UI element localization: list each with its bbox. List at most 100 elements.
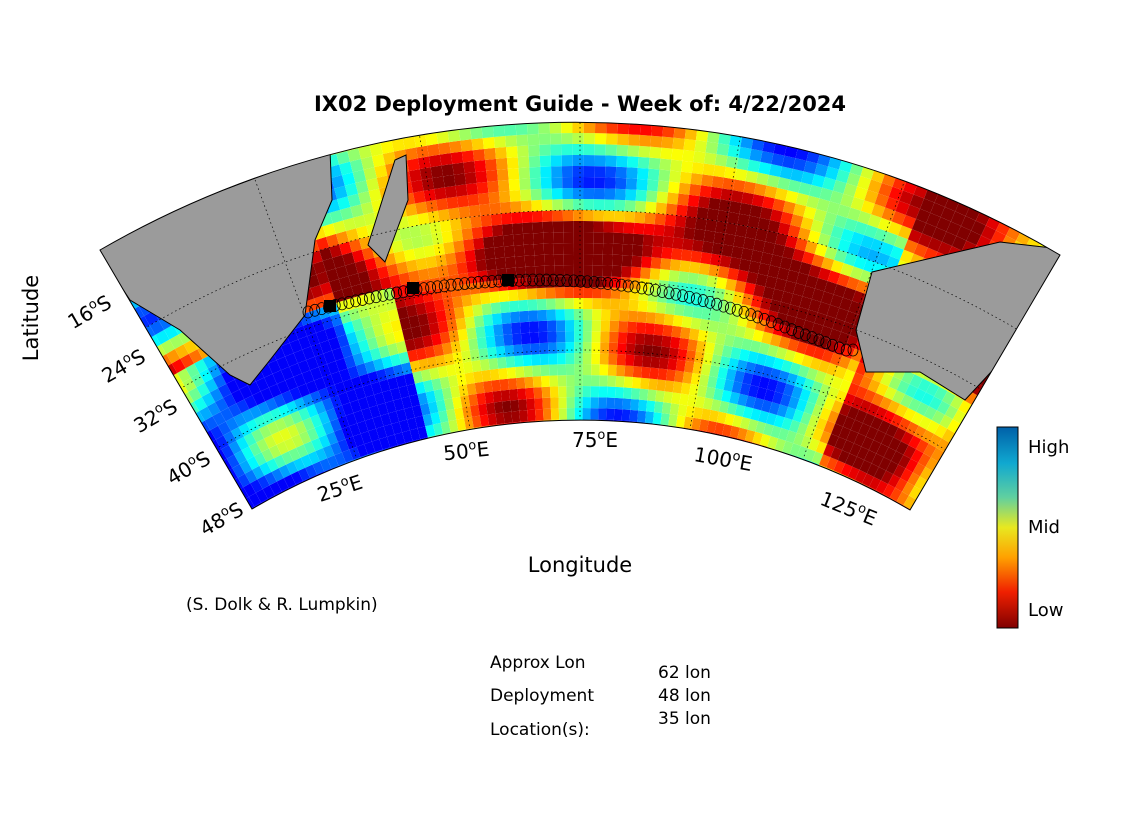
- heat-cell: [772, 391, 784, 405]
- heat-cell: [786, 134, 801, 148]
- heat-cell: [684, 360, 695, 374]
- heat-cell: [301, 393, 315, 408]
- heat-cell: [354, 386, 366, 400]
- heat-cell: [387, 342, 399, 356]
- heat-cell: [647, 168, 660, 181]
- heat-cell: [404, 203, 418, 217]
- heat-cell: [550, 133, 562, 145]
- heat-cell: [489, 202, 501, 215]
- heat-cell: [401, 396, 413, 409]
- heat-cell: [1051, 302, 1060, 318]
- heat-cell: [243, 432, 257, 447]
- heat-cell: [324, 326, 338, 341]
- heat-cell: [433, 243, 445, 256]
- heat-cell: [831, 399, 844, 414]
- heat-cell: [905, 204, 921, 219]
- heat-cell: [199, 406, 213, 421]
- heat-cell: [628, 123, 641, 135]
- heat-cell: [389, 274, 402, 288]
- heat-cell: [782, 246, 795, 260]
- heat-cell: [778, 336, 791, 350]
- heat-cell: [772, 243, 786, 257]
- heat-cell: [811, 288, 825, 302]
- heat-cell: [624, 365, 634, 378]
- heat-cell: [582, 331, 592, 343]
- heat-cell: [399, 419, 410, 433]
- track-point: [759, 312, 770, 326]
- heat-cell: [995, 195, 1011, 211]
- heat-cell: [932, 227, 947, 242]
- heat-cell: [281, 390, 294, 405]
- graticule: [100, 122, 1060, 477]
- heat-cell: [573, 287, 584, 299]
- heat-cell: [372, 323, 385, 337]
- heat-cell: [774, 278, 787, 292]
- heat-cell: [686, 205, 699, 218]
- heat-cell: [604, 177, 616, 189]
- heat-cell: [660, 413, 670, 426]
- heat-cell: [529, 321, 539, 333]
- heat-cell: [685, 349, 696, 363]
- heat-cell: [935, 489, 948, 503]
- heat-cell: [357, 420, 369, 434]
- heat-cell: [999, 386, 1014, 401]
- heat-cell: [505, 256, 516, 269]
- heat-cell: [1016, 358, 1031, 373]
- heat-cell: [749, 204, 763, 218]
- heat-cell: [641, 245, 653, 258]
- heat-cell: [117, 326, 132, 342]
- madagascar: [367, 154, 409, 263]
- heat-cell: [353, 124, 367, 138]
- heat-cell: [619, 299, 630, 311]
- heat-cell: [71, 251, 87, 266]
- heat-cell: [799, 388, 811, 402]
- heat-cell: [938, 182, 954, 197]
- track-point: [357, 293, 368, 306]
- heat-cell: [283, 437, 297, 452]
- heat-cell: [476, 181, 489, 194]
- heat-cell: [582, 408, 591, 420]
- heat-cell: [631, 387, 641, 400]
- heat-cell: [783, 280, 797, 294]
- heat-cell: [502, 223, 514, 236]
- heat-cell: [349, 158, 364, 173]
- heat-cell: [516, 377, 526, 389]
- heat-cell: [563, 254, 574, 266]
- heat-cell: [685, 405, 696, 418]
- heat-cell: [592, 287, 602, 299]
- heat-cell: [713, 388, 724, 401]
- heat-cell: [899, 155, 915, 170]
- heat-cell: [210, 425, 224, 440]
- heat-cell: [777, 267, 790, 281]
- heat-cell: [374, 164, 388, 178]
- heat-cell: [944, 405, 959, 420]
- tick-direction: S: [92, 290, 115, 317]
- heat-cell: [699, 185, 712, 198]
- heat-cell: [331, 347, 345, 361]
- heat-cell: [913, 243, 928, 258]
- heat-cell: [815, 417, 828, 431]
- heat-cell: [673, 126, 686, 139]
- track-point: [309, 303, 321, 317]
- heat-cell: [1036, 305, 1052, 321]
- heat-cell: [598, 386, 608, 398]
- heat-cell: [784, 349, 796, 363]
- heat-cell: [644, 322, 655, 335]
- heat-cell: [656, 191, 669, 204]
- heat-cell: [572, 188, 584, 200]
- heat-cell: [656, 379, 666, 392]
- heat-cell: [374, 392, 386, 406]
- heat-cell: [778, 427, 790, 441]
- heat-cell: [750, 374, 762, 388]
- heat-cell: [951, 236, 967, 251]
- heat-cell: [770, 425, 782, 439]
- heat-cell: [1036, 216, 1052, 233]
- heat-cell: [459, 217, 472, 230]
- heat-cell: [854, 469, 867, 484]
- heat-cell: [366, 336, 379, 351]
- heat-cell: [364, 257, 377, 271]
- heat-cell: [743, 327, 755, 341]
- heat-cell: [674, 122, 688, 128]
- heat-cell: [942, 172, 958, 187]
- heat-cell: [485, 258, 497, 271]
